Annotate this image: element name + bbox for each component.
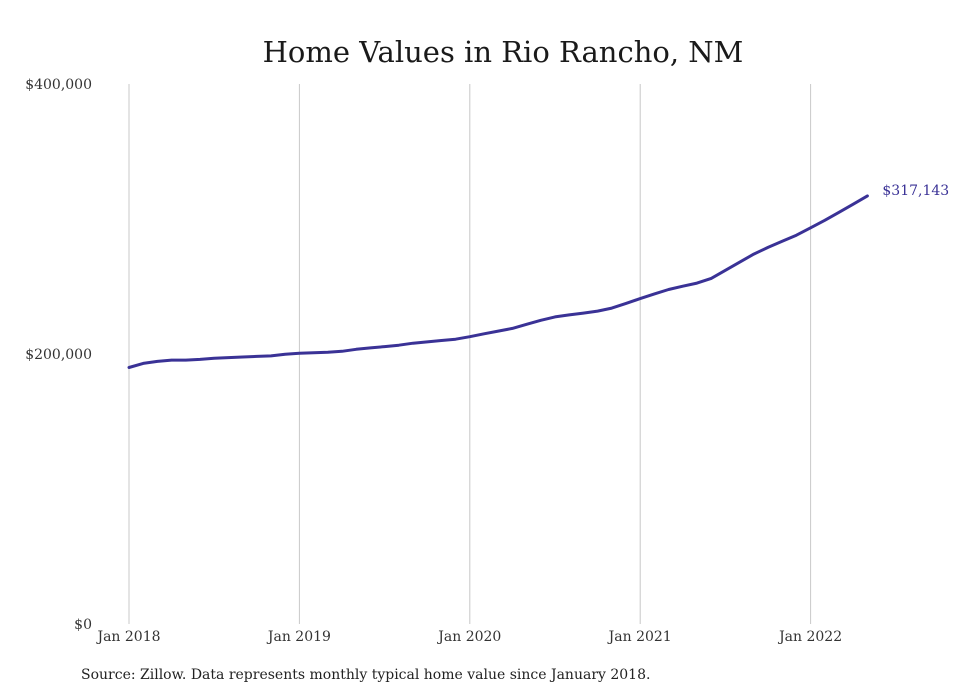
end-value-label: $317,143 — [882, 183, 949, 199]
series-group: $317,143 — [127, 183, 949, 369]
y-tick-label: $0 — [74, 617, 92, 633]
x-tick-label: Jan 2022 — [777, 629, 842, 645]
y-axis-ticks: $0 $200,000 $400,000 — [25, 77, 92, 633]
x-tick-label: Jan 2020 — [436, 629, 501, 645]
x-tick-label: Jan 2021 — [607, 629, 672, 645]
series-line — [127, 194, 869, 369]
y-tick-label: $200,000 — [25, 347, 92, 363]
x-axis-ticks: Jan 2018 Jan 2019 Jan 2020 Jan 2021 Jan 2022 — [95, 629, 842, 645]
x-tick-label: Jan 2019 — [266, 629, 331, 645]
chart-title: Home Values in Rio Rancho, NM — [263, 35, 744, 69]
source-note: Source: Zillow. Data represents monthly … — [81, 667, 651, 683]
x-tick-label: Jan 2018 — [95, 629, 160, 645]
y-tick-label: $400,000 — [25, 77, 92, 93]
gridlines — [128, 84, 812, 624]
